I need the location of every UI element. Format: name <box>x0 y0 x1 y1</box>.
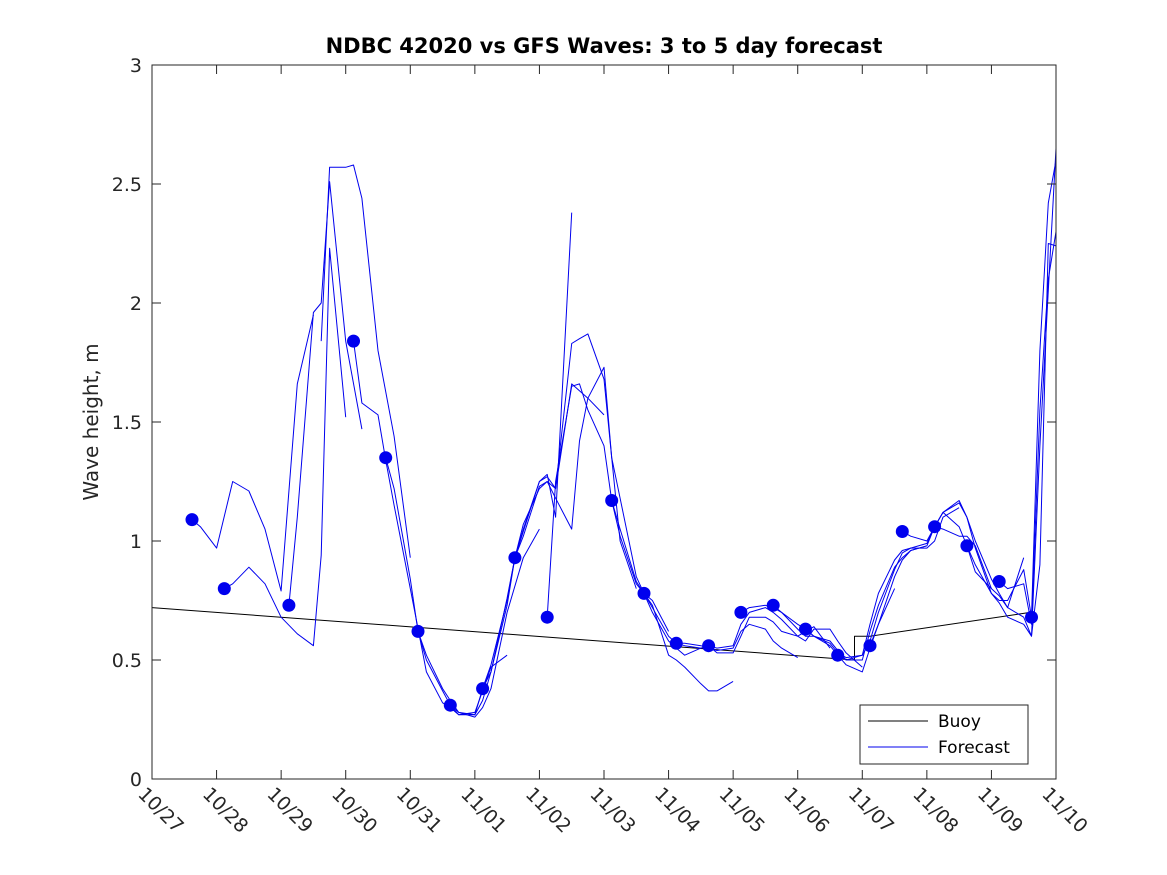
forecast-marker-16 <box>766 598 780 612</box>
y-tick-label-0: 0 <box>130 769 142 791</box>
series-forecast-line-13 <box>643 593 798 659</box>
forecast-marker-18 <box>831 648 845 662</box>
forecast-marker-8 <box>476 682 490 696</box>
forecast-marker-22 <box>960 539 974 553</box>
y-tick-label-2: 1 <box>130 531 142 553</box>
y-tick-label-3: 1.5 <box>112 412 142 434</box>
y-axis-label: Wave height, m <box>79 343 103 500</box>
forecast-marker-9 <box>508 551 522 565</box>
forecast-marker-1 <box>185 513 199 527</box>
forecast-marker-23 <box>992 575 1006 588</box>
forecast-marker-24 <box>1025 610 1038 624</box>
forecast-marker-10 <box>540 610 554 624</box>
series-forecast-line-15 <box>708 607 863 668</box>
forecast-marker-19 <box>863 639 877 653</box>
y-tick-label-5: 2.5 <box>112 174 142 196</box>
y-tick-label-6: 3 <box>130 55 142 77</box>
chart-title: NDBC 42020 vs GFS Waves: 3 to 5 day fore… <box>326 34 883 58</box>
series-forecast-line-21 <box>902 148 1057 637</box>
series-forecast-line-2 <box>224 247 347 647</box>
forecast-marker-14 <box>702 639 716 653</box>
marker-layer <box>185 334 1038 712</box>
series-forecast-line-18 <box>805 507 960 659</box>
forecast-marker-15 <box>734 605 748 619</box>
series-forecast-line-19 <box>837 511 992 661</box>
forecast-marker-17 <box>799 622 812 636</box>
y-tick-label-1: 0.5 <box>112 650 142 672</box>
forecast-marker-11 <box>605 494 619 507</box>
forecast-marker-4 <box>347 334 360 348</box>
series-forecast-line-22 <box>934 243 1057 637</box>
plot-area <box>152 65 1056 779</box>
series-forecast-line-24 <box>998 231 1057 625</box>
legend: Buoy Forecast <box>859 704 1029 765</box>
series-forecast-line-12 <box>611 500 734 692</box>
forecast-marker-21 <box>928 520 942 534</box>
series-buoy-line <box>151 607 1031 661</box>
forecast-marker-13 <box>669 636 683 650</box>
forecast-marker-12 <box>637 586 651 600</box>
series-forecast-line-4 <box>320 164 411 558</box>
series-forecast-line-3 <box>288 181 363 606</box>
legend-entry-forecast: Forecast <box>938 738 1010 758</box>
forecast-marker-2 <box>217 582 231 596</box>
forecast-marker-7 <box>443 698 457 712</box>
legend-entry-buoy: Buoy <box>938 712 981 732</box>
forecast-marker-20 <box>895 525 909 538</box>
series-forecast-line-1 <box>191 314 314 592</box>
legend-box <box>859 704 1029 765</box>
forecast-marker-5 <box>379 451 393 465</box>
series-forecast-line-23 <box>966 160 1057 618</box>
forecast-marker-6 <box>411 624 425 638</box>
forecast-marker-3 <box>282 598 296 612</box>
y-tick-label-4: 2 <box>130 293 142 315</box>
